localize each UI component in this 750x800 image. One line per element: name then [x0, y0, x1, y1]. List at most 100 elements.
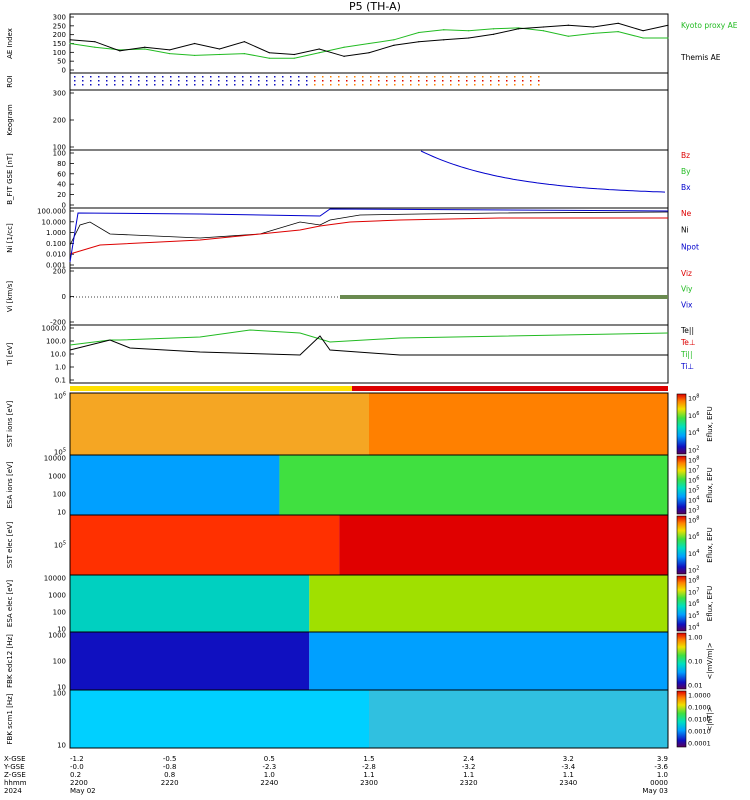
- legend-ni-1: Ni: [681, 226, 689, 235]
- roi-mark: [338, 80, 340, 82]
- roi-mark: [354, 76, 356, 78]
- ylabel-esa_elec: ESA elec [eV]: [6, 580, 14, 627]
- colorbar-tick-esa_elec-4: 104: [688, 623, 699, 632]
- xaxis-rowlabel-4: 2024: [4, 787, 22, 795]
- ytick-esa_elec-0: 10000: [44, 575, 66, 583]
- ae-point-1-12: [368, 52, 370, 54]
- roi-mark: [90, 80, 92, 82]
- ae-point-0-22: [617, 30, 619, 33]
- roi-mark: [434, 76, 436, 78]
- ytick-ti-0: 1000.0: [42, 325, 67, 333]
- roi-mark: [418, 84, 420, 86]
- roi-mark: [250, 80, 252, 82]
- roi-mark: [194, 84, 196, 86]
- roi-mark: [330, 76, 332, 78]
- xtick-1-3: 2220: [161, 779, 179, 787]
- roi-mark: [514, 76, 516, 78]
- ylabel-keogram: Keogram: [6, 104, 14, 135]
- roi-mark: [74, 80, 76, 82]
- roi-mark: [274, 76, 276, 78]
- colorbar-label-esa_ion: Eflux, EFU: [706, 467, 714, 502]
- roi-mark: [314, 84, 316, 86]
- roi-mark: [234, 80, 236, 82]
- roi-mark: [370, 76, 372, 78]
- ytick-ae-6: 0: [62, 67, 66, 75]
- vi-data-band: [340, 295, 668, 299]
- ytick-keogram-0: 300: [53, 90, 66, 98]
- colorbar-tick-sst_elec-1: 106: [688, 532, 699, 541]
- ae-point-1-6: [218, 48, 221, 50]
- ae-point-1-18: [517, 28, 520, 30]
- ni-line: [69, 211, 669, 246]
- roi-mark: [306, 84, 308, 86]
- ae-point-1-10: [318, 48, 320, 50]
- xaxis-rowlabel-1: Y-GSE: [3, 763, 25, 771]
- panel-frame-ni: [69, 207, 669, 269]
- roi-mark: [314, 76, 316, 78]
- ylabel-ae: AE Index: [6, 28, 14, 59]
- ae-point-0-7: [243, 52, 246, 55]
- ytick-keogram-2: 100: [53, 144, 66, 152]
- ytick-vi-1: 0: [62, 293, 66, 301]
- colorbar-label-fbk_b: <|nT|>: [706, 706, 714, 731]
- xtick-4-3: 2320: [460, 779, 478, 787]
- roi-mark: [242, 80, 244, 82]
- ytick-ae-0: 300: [53, 14, 66, 22]
- legend-ae-kyoto: Kyoto proxy AE: [681, 21, 738, 30]
- xtick-2-2: 1.0: [264, 771, 275, 779]
- roi-mark: [282, 80, 284, 82]
- colorbar-label-sst_elec: Eflux, EFU: [706, 527, 714, 562]
- roi-mark: [514, 80, 516, 82]
- roi-mark: [90, 76, 92, 78]
- roi-mark: [290, 84, 292, 86]
- colorbar-tick-fbk_e-2: 0.01: [688, 682, 702, 690]
- roi-mark: [530, 80, 532, 82]
- roi-mark: [122, 84, 124, 86]
- mode-bar-fast: [352, 386, 668, 391]
- roi-mark: [266, 84, 268, 86]
- colorbar-tick-fbk_b-0: 1.0000: [688, 692, 711, 700]
- ae-point-0-9: [293, 57, 295, 59]
- legend-ti-0: Te||: [680, 326, 694, 335]
- roi-mark: [114, 76, 116, 78]
- roi-mark: [298, 80, 300, 82]
- xtick-0-4: May 02: [70, 787, 96, 795]
- xtick-3-0: 1.5: [363, 755, 374, 763]
- roi-mark: [138, 84, 140, 86]
- te-par-line: [69, 335, 668, 356]
- roi-mark: [258, 80, 260, 82]
- spectrogram-esa_ion-seg1: [279, 455, 668, 515]
- roi-mark: [322, 84, 324, 86]
- colorbar-tick-esa_ion-2: 106: [688, 476, 699, 485]
- colorbar-tick-sst_elec-0: 108: [688, 516, 699, 525]
- roi-mark: [346, 84, 348, 86]
- roi-mark: [450, 76, 452, 78]
- roi-mark: [242, 84, 244, 86]
- roi-mark: [498, 84, 500, 86]
- ae-point-1-2: [119, 50, 121, 52]
- ylabel-esa_ion: ESA ions [eV]: [6, 461, 14, 508]
- ae-point-0-11: [343, 46, 345, 48]
- roi-mark: [170, 80, 172, 82]
- roi-mark: [146, 80, 148, 82]
- roi-mark: [218, 76, 220, 78]
- colorbar-tick-fbk_b-4: 0.0001: [688, 740, 711, 748]
- ytick-ni-0: 100.000: [37, 208, 66, 216]
- ytick-ti-4: 0.1: [55, 377, 66, 385]
- roi-mark: [162, 80, 164, 82]
- legend-ni-2: Npot: [681, 242, 699, 251]
- xaxis-rowlabel-0: X-GSE: [4, 755, 26, 763]
- roi-mark: [458, 84, 460, 86]
- colorbar-tick-esa_ion-1: 107: [688, 466, 699, 475]
- ytick-bfit-3: 40: [57, 181, 66, 189]
- roi-mark: [210, 84, 212, 86]
- roi-mark: [506, 80, 508, 82]
- ytick-sst_ion-1: 105: [54, 448, 66, 457]
- roi-mark: [410, 80, 412, 82]
- ae-point-1-20: [567, 24, 569, 26]
- legend-vi-2: Vix: [681, 300, 693, 309]
- ae-point-1-24: [667, 24, 669, 26]
- legend-bfit-2: Bx: [681, 183, 691, 192]
- roi-mark: [410, 84, 412, 86]
